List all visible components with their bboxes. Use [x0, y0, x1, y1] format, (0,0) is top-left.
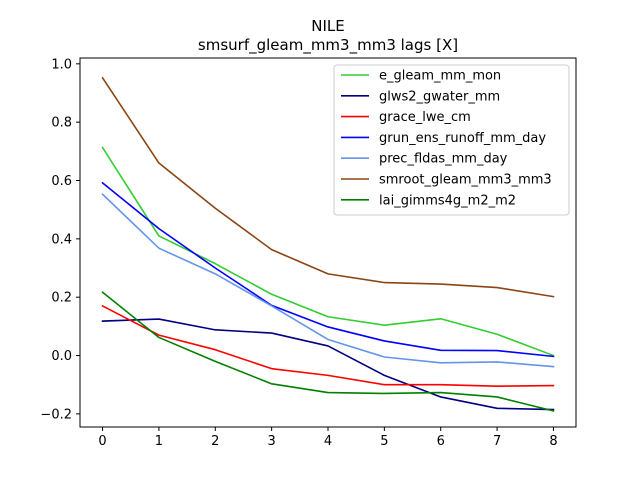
y-tick-label: 0.0 — [51, 349, 72, 364]
legend-label: lai_gimms4g_m2_m2 — [379, 193, 516, 208]
plot-area — [101, 76, 555, 412]
series-line-lai_gimms4g_m2_m2 — [101, 291, 555, 412]
legend-label: grun_ens_runoff_mm_day — [379, 131, 546, 146]
axes: 0 1 2 3 4 5 6 7 8 −0.2 0.0 0.2 0.4 0.6 0.8 1.0 — [40, 57, 577, 449]
series-line-glws2_gwater_mm — [101, 318, 555, 411]
y-tick-label: 0.8 — [51, 116, 72, 131]
y-tick-label: −0.2 — [40, 407, 72, 422]
chart-title: NILE — [311, 17, 344, 35]
x-tick-label: 8 — [549, 434, 557, 449]
legend-label: glws2_gwater_mm — [379, 89, 500, 104]
series-line-prec_fldas_mm_day — [101, 193, 555, 368]
x-tick-label: 1 — [155, 434, 163, 449]
x-tick-label: 0 — [98, 434, 106, 449]
legend-label: prec_fldas_mm_day — [379, 152, 508, 167]
y-tick-label: 0.2 — [51, 291, 72, 306]
chart-subtitle: smsurf_gleam_mm3_mm3 lags [X] — [198, 36, 458, 55]
x-tick-label: 5 — [380, 434, 388, 449]
legend-label: e_gleam_mm_mon — [379, 69, 501, 84]
series-line-e_gleam_mm_mon — [101, 146, 555, 357]
series-line-grace_lwe_cm — [101, 304, 555, 387]
y-tick-label: 0.6 — [51, 174, 72, 189]
legend-box — [333, 64, 570, 216]
y-tick-label: 1.0 — [51, 57, 72, 72]
y-tick-label: 0.4 — [51, 232, 72, 247]
x-tick-label: 6 — [437, 434, 445, 449]
legend-label: grace_lwe_cm — [379, 110, 471, 125]
legend: e_gleam_mm_mon glws2_gwater_mm grace_lwe_c… — [333, 64, 570, 216]
legend-label: smroot_gleam_mm3_mm3 — [379, 173, 552, 188]
x-tick-label: 2 — [211, 434, 219, 449]
x-tick-label: 7 — [493, 434, 501, 449]
series-line-grun_ens_runoff_mm_day — [101, 181, 555, 358]
x-tick-label: 3 — [267, 434, 275, 449]
x-tick-label: 4 — [324, 434, 332, 449]
series-line-smroot_gleam_mm3_mm3 — [101, 76, 555, 298]
